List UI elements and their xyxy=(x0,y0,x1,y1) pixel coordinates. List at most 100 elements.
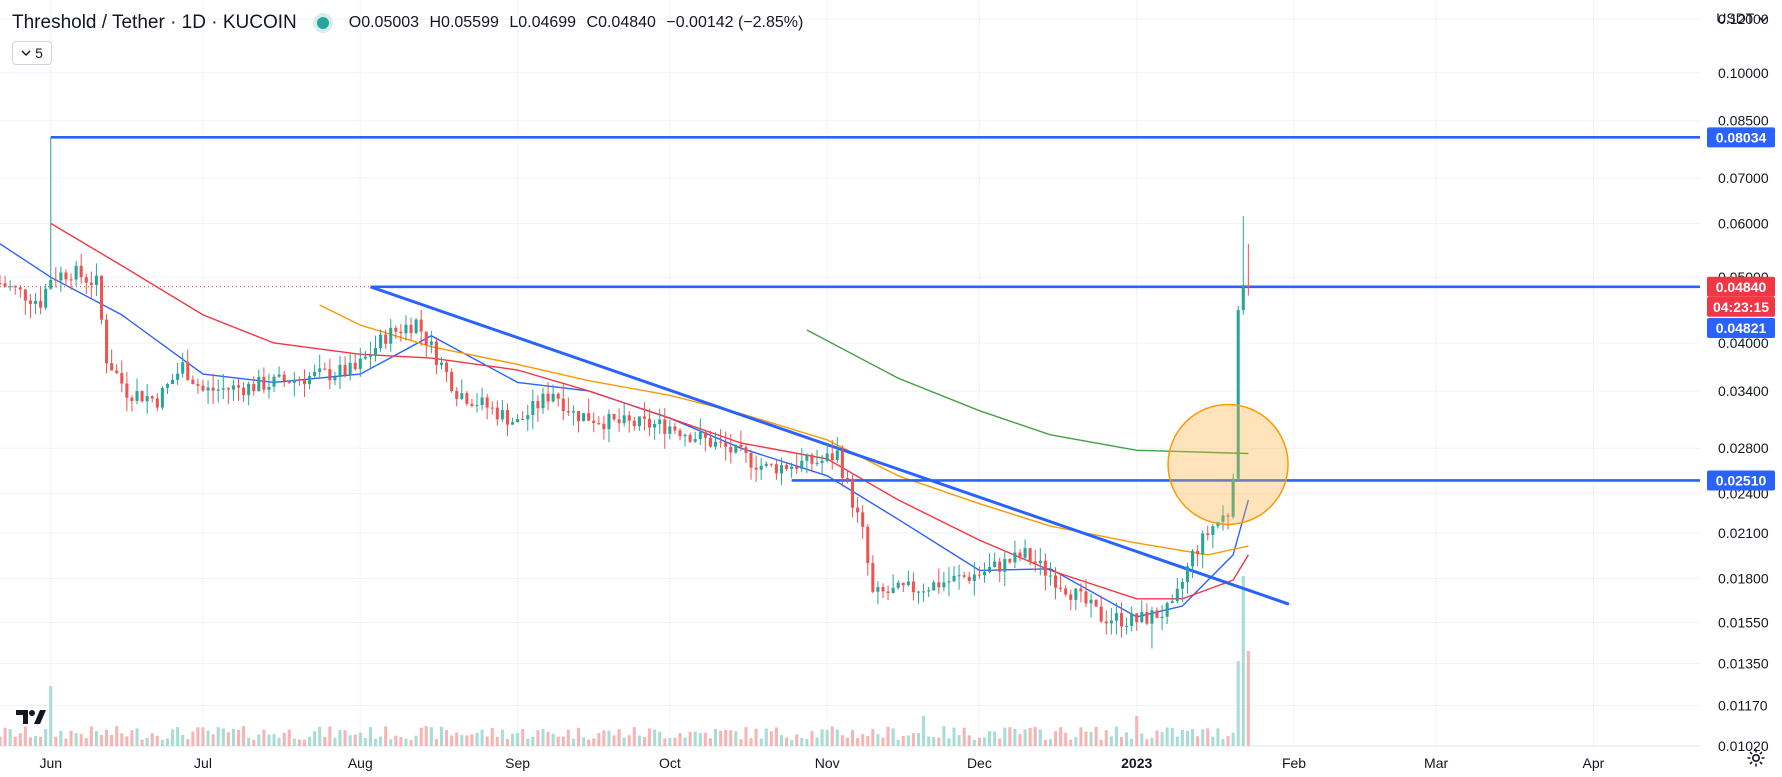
price-tick-label: 0.01550 xyxy=(1718,615,1769,631)
candle-body xyxy=(69,279,73,281)
volume-bar xyxy=(627,735,631,746)
candle-body xyxy=(587,413,591,421)
candle-body xyxy=(404,324,408,334)
candle-body xyxy=(582,413,586,422)
indicators-toggle-button[interactable]: 5 xyxy=(12,41,52,65)
candle-body xyxy=(414,319,418,334)
candle-body xyxy=(1064,588,1068,595)
price-tick-label: 0.08500 xyxy=(1718,113,1769,129)
candle-body xyxy=(927,590,931,592)
candle-body xyxy=(1054,575,1058,588)
candle-body xyxy=(176,373,180,380)
volume-bar xyxy=(399,736,403,746)
candle-body xyxy=(602,423,606,430)
volume-bar xyxy=(287,729,291,746)
moving-average-line xyxy=(806,329,1249,455)
candle-body xyxy=(688,434,692,442)
volume-bar xyxy=(759,738,763,746)
volume-bar xyxy=(1008,727,1012,746)
candle-body xyxy=(1226,515,1230,517)
volume-bar xyxy=(592,738,596,746)
volume-bar xyxy=(795,734,799,746)
candle-body xyxy=(871,563,875,592)
candle-body xyxy=(226,388,230,390)
candle-body xyxy=(815,462,819,464)
candle-body xyxy=(145,396,149,402)
chevron-down-icon xyxy=(1758,16,1768,23)
volume-bar xyxy=(708,738,712,746)
candle-body xyxy=(1241,285,1245,311)
volume-bar xyxy=(835,729,839,746)
volume-bar xyxy=(1211,736,1215,746)
candle-body xyxy=(612,413,616,420)
volume-bar xyxy=(297,739,301,746)
candle-body xyxy=(1028,548,1032,562)
time-tick-label: Apr xyxy=(1583,755,1605,771)
volume-bar xyxy=(587,739,591,746)
volume-bar xyxy=(1059,727,1063,746)
volume-bar xyxy=(181,734,185,746)
candle-body xyxy=(891,587,895,593)
time-tick-label: Jul xyxy=(194,755,212,771)
candle-body xyxy=(683,434,687,437)
volume-bar xyxy=(982,737,986,746)
candle-body xyxy=(1114,613,1118,621)
candle-body xyxy=(424,331,428,345)
volume-bar xyxy=(597,733,601,746)
candle-body xyxy=(1211,526,1215,536)
gear-icon[interactable] xyxy=(1746,748,1766,773)
chevron-down-icon xyxy=(21,50,31,57)
volume-bar xyxy=(120,733,124,746)
volume-bar xyxy=(3,727,7,746)
volume-bar xyxy=(226,732,230,746)
candle-body xyxy=(277,374,281,377)
candle-body xyxy=(1125,625,1129,627)
candle-body xyxy=(252,383,256,392)
symbol-title[interactable]: Threshold / Tether · 1D · KUCOIN xyxy=(12,12,297,33)
volume-bar xyxy=(1160,732,1164,746)
price-tick-label: 0.03400 xyxy=(1718,383,1769,399)
volume-bar xyxy=(368,727,372,746)
volume-bar xyxy=(1206,728,1210,746)
candle-body xyxy=(292,379,296,383)
candle-body xyxy=(937,582,941,588)
volume-bar xyxy=(1043,739,1047,746)
volume-bar xyxy=(785,737,789,746)
highlight-circle xyxy=(1167,403,1289,526)
volume-bar xyxy=(612,735,616,746)
candle-body xyxy=(876,587,880,592)
volume-bar xyxy=(683,737,687,746)
volume-bar xyxy=(952,727,956,746)
candle-body xyxy=(1170,601,1174,604)
candle-body xyxy=(576,411,581,422)
open-value: O0.05003 xyxy=(348,14,420,31)
candle-body xyxy=(8,286,12,288)
volume-bar xyxy=(242,726,246,746)
candle-body xyxy=(0,283,2,285)
volume-bar xyxy=(94,731,98,746)
candle-body xyxy=(952,575,956,582)
volume-bar xyxy=(8,729,12,746)
candle-body xyxy=(272,376,276,387)
volume-bar xyxy=(1089,731,1093,746)
time-axis: Jun Jul Aug Sep Oct Nov Dec 2023 Feb Mar Apr xyxy=(39,755,1604,771)
volume-bar xyxy=(505,739,509,746)
candle-body xyxy=(257,376,261,392)
tradingview-logo-icon[interactable] xyxy=(14,707,48,732)
volume-bar xyxy=(556,736,560,746)
volume-bar xyxy=(358,732,362,746)
volume-bar xyxy=(998,738,1002,746)
volume-bar xyxy=(414,735,418,746)
volume-bar xyxy=(160,739,164,746)
candle-body xyxy=(972,574,976,581)
moving-average-line xyxy=(0,243,1250,618)
volume-bar xyxy=(511,733,515,746)
candle-body xyxy=(830,453,834,461)
price-label-box xyxy=(1707,276,1775,297)
candle-body xyxy=(1155,610,1159,618)
volume-bar xyxy=(947,738,951,746)
candle-body xyxy=(358,358,362,370)
currency-selector[interactable]: USDT xyxy=(1716,10,1768,26)
volume-bar xyxy=(201,727,205,746)
